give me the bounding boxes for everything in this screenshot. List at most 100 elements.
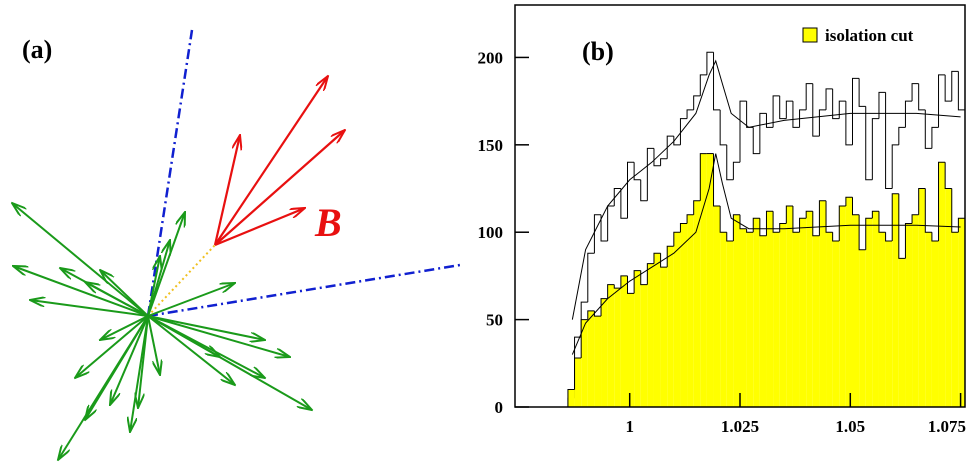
bar [945, 188, 952, 407]
bar [687, 214, 694, 407]
bar-outline [805, 83, 813, 110]
bar [931, 240, 939, 407]
bar-outline [865, 217, 873, 250]
bar-outline [640, 179, 648, 202]
bar-outline [845, 196, 853, 206]
bar [660, 267, 668, 407]
y-tick-label: 50 [486, 311, 503, 330]
bar-outline [885, 232, 893, 242]
axis-line [146, 29, 194, 317]
y-tick-label: 0 [495, 398, 504, 417]
bar-outline [706, 51, 714, 75]
bar-outline [931, 232, 939, 242]
bar-outline [885, 92, 893, 190]
fit-curve [571, 59, 961, 320]
bar-outline [845, 101, 853, 146]
y-tick-label: 150 [478, 136, 504, 155]
y-tick-label: 100 [478, 223, 504, 242]
bar-outline [818, 109, 827, 137]
bar [826, 232, 833, 407]
bar-outline [627, 161, 635, 219]
bar [865, 218, 873, 407]
bar [792, 232, 800, 407]
bar-outline [620, 188, 628, 219]
bar [601, 298, 608, 407]
histogram-panel [567, 51, 966, 407]
bar-outline [772, 95, 780, 128]
bar-outline [852, 77, 860, 145]
bar [779, 223, 787, 407]
bar [859, 249, 866, 407]
bar [700, 153, 707, 407]
bar-outline [627, 275, 635, 294]
bar [773, 232, 780, 407]
bar-outline [752, 127, 760, 155]
bar-outline [580, 319, 588, 359]
bar [706, 153, 714, 407]
bar-outline [832, 232, 840, 242]
bar-outline [693, 95, 701, 110]
bar [898, 258, 906, 407]
panel-label: (b) [582, 37, 614, 66]
bar-outline [640, 270, 648, 286]
bar [812, 235, 820, 407]
bar-outline [858, 78, 866, 107]
bar-outline [646, 147, 654, 201]
bar-outline [852, 197, 860, 216]
bar [878, 232, 886, 407]
fit-curve [571, 153, 961, 355]
bar-outline [832, 88, 840, 120]
bar-outline [679, 118, 688, 145]
bar [587, 310, 595, 407]
bar-outline [944, 162, 952, 190]
bar [852, 214, 860, 407]
bar-outline [931, 126, 939, 149]
bar [958, 218, 965, 407]
bar-outline [799, 109, 807, 128]
bar-outline [746, 101, 754, 128]
bar-outline [633, 270, 641, 294]
bar-outline [607, 205, 615, 241]
bar-outline [904, 222, 913, 259]
bar [918, 188, 926, 407]
bar [912, 214, 919, 407]
bar [845, 197, 853, 407]
bar-outline [660, 158, 668, 166]
bar-outline [785, 100, 793, 119]
bar [713, 206, 721, 407]
bar-outline [620, 275, 628, 289]
bar-outline [574, 357, 582, 390]
bar-outline [587, 252, 595, 303]
bar-outline [812, 83, 820, 137]
bar-outline [752, 217, 760, 233]
y-tick-label: 200 [478, 48, 504, 67]
bar [614, 288, 621, 407]
bar-outline [785, 205, 793, 224]
bar-outline [719, 206, 727, 233]
bar-outline [759, 112, 767, 154]
bar [667, 246, 674, 407]
bar-outline [693, 200, 701, 215]
bar-outline [726, 232, 734, 242]
bar-outline [719, 109, 727, 146]
bar-outline [904, 100, 913, 128]
bar [766, 211, 774, 407]
bar-outline [805, 210, 813, 219]
bar [799, 218, 807, 407]
bar-outline [871, 118, 879, 180]
bar-outline [765, 113, 774, 128]
bar [806, 211, 813, 407]
bar-outline [686, 109, 694, 119]
bar-outline [699, 153, 707, 201]
bar-outline [951, 70, 959, 102]
bar-outline [911, 83, 919, 102]
bar-outline [878, 91, 886, 119]
bar [885, 240, 893, 407]
bar [673, 232, 681, 407]
bar [746, 232, 754, 407]
legend-label: isolation cut [825, 26, 914, 45]
bar [839, 206, 846, 407]
bar-outline [938, 161, 946, 241]
bar [892, 193, 899, 407]
